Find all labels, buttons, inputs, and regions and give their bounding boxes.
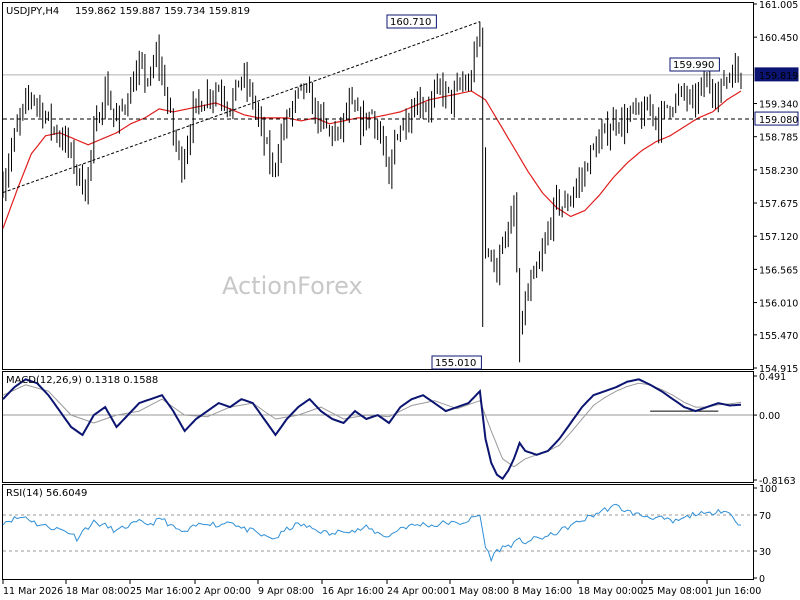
level-price-tag (754, 111, 799, 126)
ohlc-header: 159.862 159.887 159.734 159.819 (75, 6, 250, 17)
time-tick-label: 16 Apr 16:00 (322, 586, 384, 597)
macd-signal-line (2, 382, 742, 468)
price-tick-label: 161.005 (759, 0, 798, 11)
macd-line (2, 378, 742, 481)
rsi-tick-label: 0 (759, 574, 765, 585)
moving-average-line (2, 90, 742, 229)
price-tick-label: 156.010 (759, 299, 798, 310)
time-tick-label: 25 Mar 16:00 (130, 586, 193, 597)
time-tick-label: 24 Apr 00:00 (387, 586, 449, 597)
rsi-tick-label: 70 (759, 511, 771, 522)
price-tick-label: 159.080 (759, 115, 798, 126)
high-label-box (386, 14, 437, 29)
price-tick-label: 156.565 (759, 265, 798, 276)
macd-panel-frame (2, 371, 754, 483)
recent-high-label: 159.990 (673, 60, 714, 71)
macd-tick-label: -0.8163 (759, 476, 796, 487)
price-panel-frame (2, 2, 754, 370)
rsi-tick-label: 100 (759, 484, 777, 495)
rsi-line (2, 503, 742, 563)
recent-high-label-box (669, 57, 720, 72)
price-tick-label: 159.340 (759, 100, 798, 111)
time-tick-label: 18 May 00:00 (578, 586, 643, 597)
rsi-panel-frame (2, 484, 754, 580)
price-tick-label: 157.675 (759, 199, 798, 210)
price-tick-label: 158.785 (759, 133, 798, 144)
trendline (2, 21, 481, 194)
rsi-tick-label: 30 (759, 547, 771, 558)
macd-header: MACD(12,26,9) 0.1318 0.1588 (6, 375, 158, 386)
rsi-header: RSI(14) 56.6049 (6, 488, 87, 499)
low-label: 155.010 (435, 358, 476, 369)
watermark: ActionForex (222, 272, 363, 300)
symbol-header: USDJPY,H4 (6, 6, 59, 17)
price-tick-label: 158.230 (759, 166, 798, 177)
time-tick-label: 11 Mar 2026 (3, 586, 63, 597)
time-tick-label: 1 Jun 16:00 (707, 586, 761, 597)
high-label: 160.710 (390, 17, 431, 28)
time-tick-label: 25 May 08:00 (642, 586, 707, 597)
time-tick-label: 9 Apr 08:00 (258, 586, 314, 597)
price-tick-label: 157.120 (759, 232, 798, 243)
low-label-box (431, 355, 482, 370)
time-tick-label: 1 May 08:00 (450, 586, 509, 597)
time-tick-label: 8 May 16:00 (513, 586, 572, 597)
macd-tick-label: 0.00 (759, 411, 780, 422)
macd-tick-label: 0.491 (759, 372, 786, 383)
price-tick-label: 155.470 (759, 331, 798, 342)
current-price-tag (754, 67, 799, 82)
time-tick-label: 2 Apr 00:00 (195, 586, 251, 597)
time-tick-label: 18 Mar 08:00 (66, 586, 129, 597)
price-tick-label: 160.450 (759, 33, 798, 44)
price-tick-label: 159.819 (759, 71, 798, 82)
price-tick-label: 154.915 (759, 364, 798, 375)
